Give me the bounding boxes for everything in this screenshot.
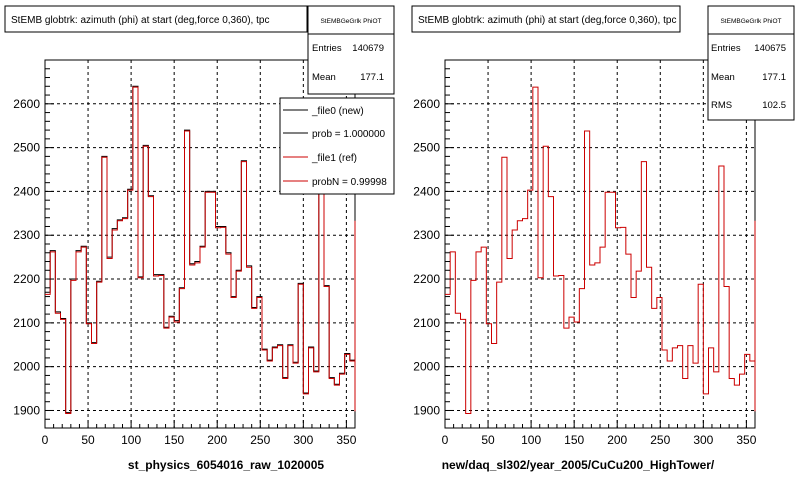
left-stats-mean-value: 177.1 xyxy=(360,72,384,83)
right-y-tick-label: 2600 xyxy=(413,97,440,111)
right-y-tick-label: 2400 xyxy=(413,184,440,198)
right-stats-frame xyxy=(707,5,795,121)
left-x-tick-label: 250 xyxy=(250,433,270,447)
right-stats-rms-label: RMS xyxy=(711,100,732,111)
right-panel: 0 50 100 150 200 250 300 350 1900 2000 2100 2200 230… xyxy=(411,5,795,472)
left-y-tick-label: 2400 xyxy=(13,184,40,198)
right-y-tick-label: 2000 xyxy=(413,360,440,374)
right-y-tick-label: 1900 xyxy=(413,403,440,417)
right-series-layer xyxy=(445,86,756,415)
legend-label-probn: probN = 0.99998 xyxy=(312,177,387,188)
legend-frame xyxy=(279,97,395,195)
left-y-tick-label: 2200 xyxy=(13,272,40,286)
right-y-tick-label: 2200 xyxy=(413,272,440,286)
left-x-tick-label: 200 xyxy=(207,433,227,447)
left-stats-name: StEMBGeGrlk PhiOT xyxy=(320,18,381,25)
right-stats-rms-value: 102.5 xyxy=(762,100,786,111)
right-y-tick-label: 2300 xyxy=(413,228,440,242)
legend-label-prob: prob = 1.000000 xyxy=(312,129,386,140)
left-y-tick-label: 2500 xyxy=(13,141,40,155)
left-stats-entries-value: 140679 xyxy=(352,43,384,54)
left-stats-mean-label: Mean xyxy=(312,72,336,83)
left-x-tick-label: 100 xyxy=(121,433,141,447)
left-legend: _file0 (new) prob = 1.000000 _file1 (ref… xyxy=(279,97,395,195)
right-x-tick-label: 250 xyxy=(650,433,670,447)
right-y-tick-label: 2500 xyxy=(413,141,440,155)
right-x-tick-label: 300 xyxy=(693,433,713,447)
right-axes: 0 50 100 150 200 250 300 350 1900 2000 2100 2200 230… xyxy=(413,68,757,447)
left-axes: 0 50 100 150 200 250 300 350 1900 2000 2100 2200 230… xyxy=(13,68,357,447)
right-x-tick-label: 150 xyxy=(564,433,584,447)
left-title-box xyxy=(4,5,308,33)
legend-label-file0: _file0 (new) xyxy=(311,106,364,117)
left-title: StEMB globtrk: azimuth (phi) at start (d… xyxy=(11,15,269,26)
right-stats-box: StEMBGeGrlk PhiOT Entries 140675 Mean 17… xyxy=(707,5,795,121)
left-x-tick-label: 350 xyxy=(336,433,356,447)
right-stats-entries-label: Entries xyxy=(711,43,741,54)
right-stats-mean-label: Mean xyxy=(711,72,735,83)
left-x-tick-label: 0 xyxy=(42,433,49,447)
right-x-tick-label: 0 xyxy=(442,433,449,447)
right-x-tick-label: 350 xyxy=(736,433,756,447)
left-x-tick-label: 150 xyxy=(164,433,184,447)
left-x-axis-label: st_physics_6054016_raw_1020005 xyxy=(128,458,324,472)
right-x-tick-label: 100 xyxy=(521,433,541,447)
right-x-tick-label: 200 xyxy=(607,433,627,447)
right-stats-name: StEMBGeGrlk PhiOT xyxy=(720,18,781,25)
left-y-tick-label: 2300 xyxy=(13,228,40,242)
left-stats-frame xyxy=(307,5,395,95)
left-y-tick-label: 1900 xyxy=(13,403,40,417)
right-stats-entries-value: 140675 xyxy=(754,43,786,54)
left-y-tick-label: 2100 xyxy=(13,316,40,330)
left-stats-box: StEMBGeGrlk PhiOT Entries 140679 Mean 17… xyxy=(307,5,395,95)
right-series-0 xyxy=(445,86,756,415)
left-x-tick-label: 300 xyxy=(293,433,313,447)
left-stats-entries-label: Entries xyxy=(312,43,342,54)
left-y-tick-label: 2600 xyxy=(13,97,40,111)
left-panel: 0 50 100 150 200 250 300 350 1900 2000 2100 2200 230… xyxy=(4,5,395,472)
right-title-box xyxy=(411,5,681,33)
legend-label-file1: _file1 (ref) xyxy=(311,153,357,164)
left-y-tick-label: 2000 xyxy=(13,360,40,374)
left-x-tick-label: 50 xyxy=(81,433,95,447)
left-series-1 xyxy=(45,86,356,415)
left-series-layer xyxy=(45,85,356,415)
right-x-tick-label: 50 xyxy=(481,433,495,447)
right-title: StEMB globtrk: azimuth (phi) at start (d… xyxy=(418,15,676,26)
right-x-axis-label: new/daq_sl302/year_2005/CuCu200_HighTowe… xyxy=(442,458,715,472)
right-y-tick-label: 2100 xyxy=(413,316,440,330)
right-stats-mean-value: 177.1 xyxy=(762,72,786,83)
